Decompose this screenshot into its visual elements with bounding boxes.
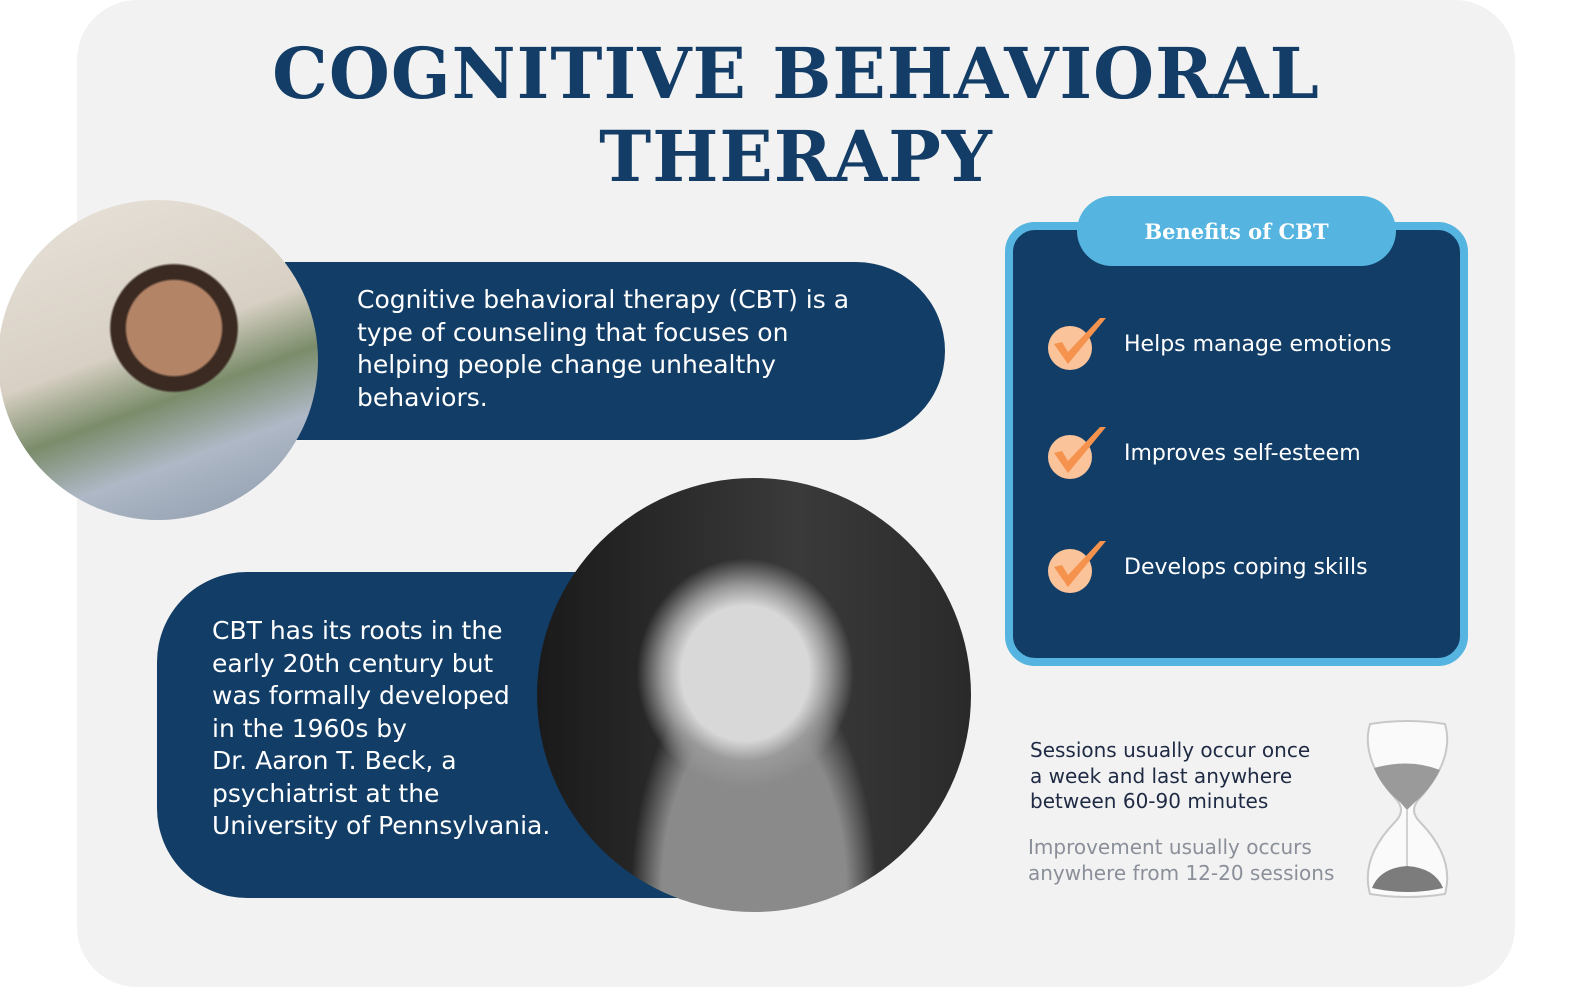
check-icon: [1048, 541, 1106, 593]
page-title: COGNITIVE BEHAVIORAL THERAPY: [272, 32, 1320, 198]
sessions-text: Sessions usually occur once a week and l…: [1030, 738, 1311, 813]
improvement-text: Improvement usually occurs anywhere from…: [1028, 835, 1335, 885]
check-icon: [1048, 427, 1106, 479]
check-icon: [1048, 318, 1106, 370]
benefit-item: Develops coping skills: [1046, 539, 1368, 595]
history-text: CBT has its roots in the early 20th cent…: [212, 616, 551, 840]
man-talking-photo: [0, 200, 318, 520]
aaron-beck-photo: [537, 478, 971, 912]
intro-text: Cognitive behavioral therapy (CBT) is a …: [357, 285, 850, 412]
benefit-item: Improves self-esteem: [1046, 425, 1361, 481]
benefits-heading: Benefits of CBT: [1077, 196, 1396, 266]
benefit-label: Develops coping skills: [1124, 554, 1368, 580]
intro-panel: Cognitive behavioral therapy (CBT) is a …: [285, 262, 945, 440]
benefit-label: Helps manage emotions: [1124, 331, 1392, 357]
hourglass-icon: [1366, 720, 1449, 898]
benefit-item: Helps manage emotions: [1046, 316, 1391, 372]
benefit-label: Improves self-esteem: [1124, 440, 1361, 466]
